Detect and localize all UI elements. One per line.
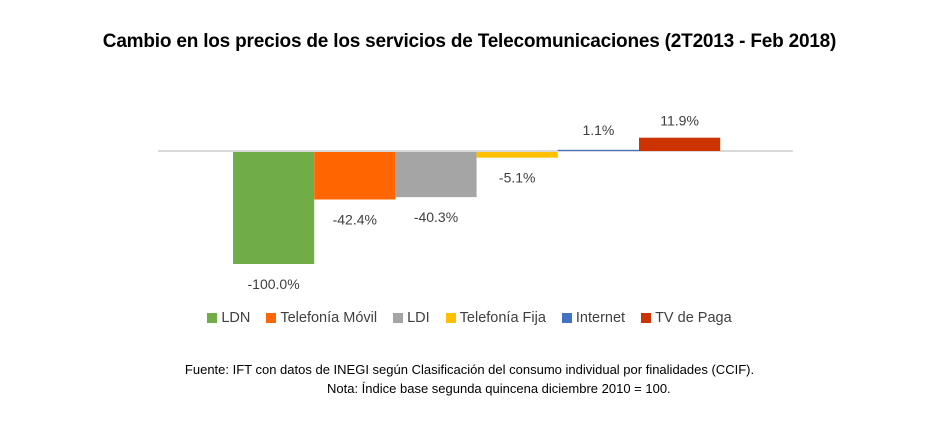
data-label-internet: 1.1% (582, 122, 614, 138)
legend-label: TV de Paga (655, 310, 732, 326)
source-note: Fuente: IFT con datos de INEGI según Cla… (184, 362, 755, 377)
bar-ldi (395, 152, 477, 198)
legend-item-internet: Internet (561, 310, 626, 326)
base-index-note: Nota: Índice base segunda quincena dicie… (327, 381, 671, 396)
legend-swatch (445, 313, 456, 323)
legend-swatch (266, 313, 277, 323)
legend-label: Internet (575, 310, 626, 326)
chart-legend: LDN Telefonía Móvil LDI Telefonía Fija Inter… (0, 310, 939, 326)
legend-item-ldi: LDI (393, 310, 430, 326)
bar-telefonia-movil (314, 152, 396, 200)
chart-footer: Fuente: IFT con datos de INEGI según Cla… (0, 362, 939, 396)
legend-item-tv-de-paga: TV de Paga (641, 310, 732, 326)
legend-swatch (641, 313, 652, 323)
legend-label: Telefonía Móvil (280, 310, 378, 326)
data-label-ldn: -100.0% (248, 276, 300, 292)
bar-internet (557, 149, 639, 151)
legend-swatch (561, 313, 572, 323)
legend-item-telefonia-movil: Telefonía Móvil (266, 310, 377, 326)
legend-label: Telefonía Fija (459, 310, 546, 326)
legend-label: LDN (221, 310, 251, 326)
bar-ldn (233, 152, 315, 264)
bar-tv-de-paga (639, 137, 721, 151)
bar-telefonia-fija (476, 152, 558, 158)
data-label-tv-de-paga: 11.9% (660, 113, 699, 129)
legend-item-telefonia-fija: Telefonía Fija (445, 310, 546, 326)
legend-swatch (393, 313, 404, 323)
data-label-telefonia-movil: -42.4% (333, 212, 377, 228)
chart-title: Cambio en los precios de los servicios d… (102, 31, 837, 52)
data-label-ldi: -40.3% (414, 209, 458, 225)
chart-plot: -100.0% -42.4% -40.3% -5.1% 1.1% 11.9% (158, 113, 793, 292)
legend-label: LDI (407, 310, 430, 326)
data-label-telefonia-fija: -5.1% (499, 170, 536, 186)
legend-item-ldn: LDN (207, 310, 250, 326)
legend-swatch (207, 313, 218, 323)
